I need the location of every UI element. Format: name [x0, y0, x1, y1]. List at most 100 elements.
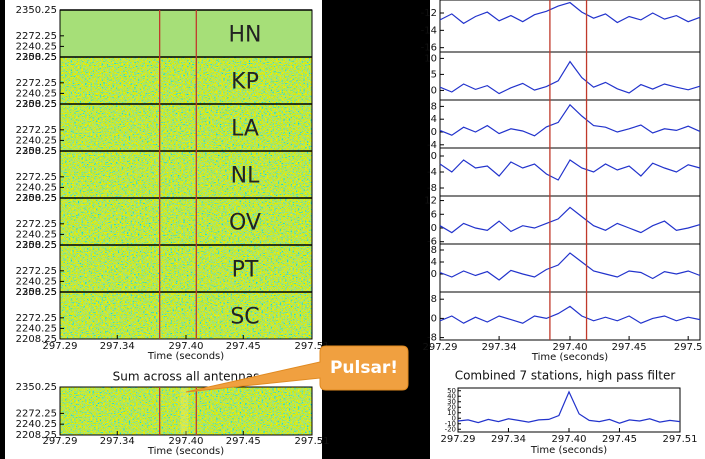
spectrogram-noise [60, 104, 312, 151]
y-tick-label: 0 [431, 313, 437, 324]
y-tick-label: 2240.25 [16, 41, 57, 52]
y-tick-label: 2240.25 [16, 419, 57, 430]
y-tick-label: 2272.25 [16, 125, 57, 136]
station-label: PT [232, 258, 259, 283]
y-tick-label: 2272.25 [16, 219, 57, 230]
station-label: OV [229, 211, 261, 236]
x-axis-label: Time (seconds) [147, 446, 224, 457]
x-tick-label: 297.34 [491, 434, 526, 445]
y-tick-label: 8 [431, 294, 437, 305]
y-tick-label: 20 [447, 403, 456, 411]
y-tick-label: 2240.25 [16, 276, 57, 287]
x-tick-label: 297.45 [226, 436, 261, 447]
y-tick-label: 2272.25 [16, 172, 57, 183]
y-tick-label: 2208.25 [16, 99, 57, 110]
y-tick-label: 2208.25 [16, 52, 57, 63]
pulse-band [180, 387, 189, 435]
x-tick-label: 297.29 [441, 434, 476, 445]
x-tick-label: 297.40 [169, 436, 204, 447]
chart-title: Sum across all antennas [113, 370, 260, 384]
y-tick-label: -16 [421, 43, 437, 54]
x-tick-label: 297.40 [169, 341, 204, 352]
waveform [439, 159, 701, 181]
waveform [439, 103, 701, 137]
y-tick-label: 2272.25 [16, 266, 57, 277]
x-tick-label: 297.34 [100, 436, 135, 447]
spectrogram-noise [60, 245, 312, 292]
y-tick-label: 10 [424, 53, 437, 64]
y-tick-label: -8 [427, 183, 437, 194]
y-tick-label: 2208.25 [16, 240, 57, 251]
waveform [439, 1, 701, 25]
station-label: HN [229, 23, 262, 48]
y-tick-label: 2272.25 [16, 313, 57, 324]
y-tick-label: 2240.25 [16, 135, 57, 146]
frame [59, 386, 313, 436]
x-tick-label: 297.45 [612, 342, 647, 353]
x-tick-label: 297.29 [423, 342, 458, 353]
x-tick-label: 297.51 [295, 341, 330, 352]
waveform [439, 60, 701, 95]
x-tick-label: 297.29 [43, 436, 78, 447]
x-tick-label: 297.34 [100, 341, 135, 352]
y-tick-label: 2350.25 [16, 146, 57, 157]
y-tick-label: -4 [427, 140, 437, 151]
y-tick-label: 2208.25 [16, 430, 57, 441]
strip-frame [439, 291, 701, 341]
y-tick-label: 2350.25 [16, 5, 57, 16]
y-tick-label: 0 [431, 85, 437, 96]
y-tick-label: 10 [447, 409, 456, 417]
strip-frame [439, 51, 701, 101]
charts: 2208.252240.252272.252350.25HN2208.25224… [16, 0, 703, 457]
chart-title: Combined 7 stations, high pass filter [455, 369, 676, 383]
y-tick-label: 0 [431, 127, 437, 138]
y-tick-label: 2208.25 [16, 287, 57, 298]
station-label: NL [231, 164, 260, 189]
y-tick-label: 4 [431, 257, 437, 268]
x-axis-label: Time (seconds) [530, 445, 607, 456]
x-tick-label: 297.5 [674, 342, 703, 353]
y-tick-label: 2208.25 [16, 334, 57, 345]
x-tick-label: 297.40 [552, 434, 587, 445]
x-tick-label: 297.34 [482, 342, 517, 353]
y-tick-label: 30 [447, 398, 456, 406]
y-tick-label: 6 [431, 209, 437, 220]
y-tick-label: -6 [427, 237, 437, 248]
y-tick-label: 4 [431, 114, 437, 125]
waveform [457, 390, 681, 424]
y-tick-label: 2350.25 [16, 287, 57, 298]
strip-frame [439, 0, 701, 53]
y-tick-label: 40 [447, 392, 456, 400]
y-tick-label: -12 [421, 8, 437, 19]
station-label: LA [231, 117, 259, 142]
y-tick-label: 2350.25 [16, 99, 57, 110]
spectrogram-noise [60, 198, 312, 245]
waveform [439, 252, 701, 281]
y-tick-label: 2240.25 [16, 182, 57, 193]
x-tick-label: 297.45 [602, 434, 637, 445]
y-tick-label: 2350.25 [16, 193, 57, 204]
y-tick-label: 2350.25 [16, 52, 57, 63]
y-tick-label: 8 [431, 245, 437, 256]
x-tick-label: 297.51 [663, 434, 698, 445]
y-tick-label: 50 [447, 387, 456, 395]
spectrogram-noise [60, 151, 312, 198]
y-tick-label: -14 [421, 25, 437, 36]
y-tick-label: 0 [431, 223, 437, 234]
strip-frame [439, 99, 701, 149]
y-tick-label: 12 [424, 196, 437, 207]
y-tick-label: 5 [431, 69, 437, 80]
waveform [439, 206, 701, 234]
strip-frame [439, 195, 701, 245]
x-tick-label: 297.40 [553, 342, 588, 353]
strip-frame [439, 243, 701, 293]
spectrogram-noise [60, 292, 312, 339]
y-tick-label: 0 [452, 414, 456, 422]
y-tick-label: 2272.25 [16, 78, 57, 89]
y-tick-label: -4 [427, 167, 437, 178]
x-tick-label: 297.45 [226, 341, 261, 352]
y-tick-label: 0 [431, 269, 437, 280]
y-tick-label: 2272.25 [16, 408, 57, 419]
